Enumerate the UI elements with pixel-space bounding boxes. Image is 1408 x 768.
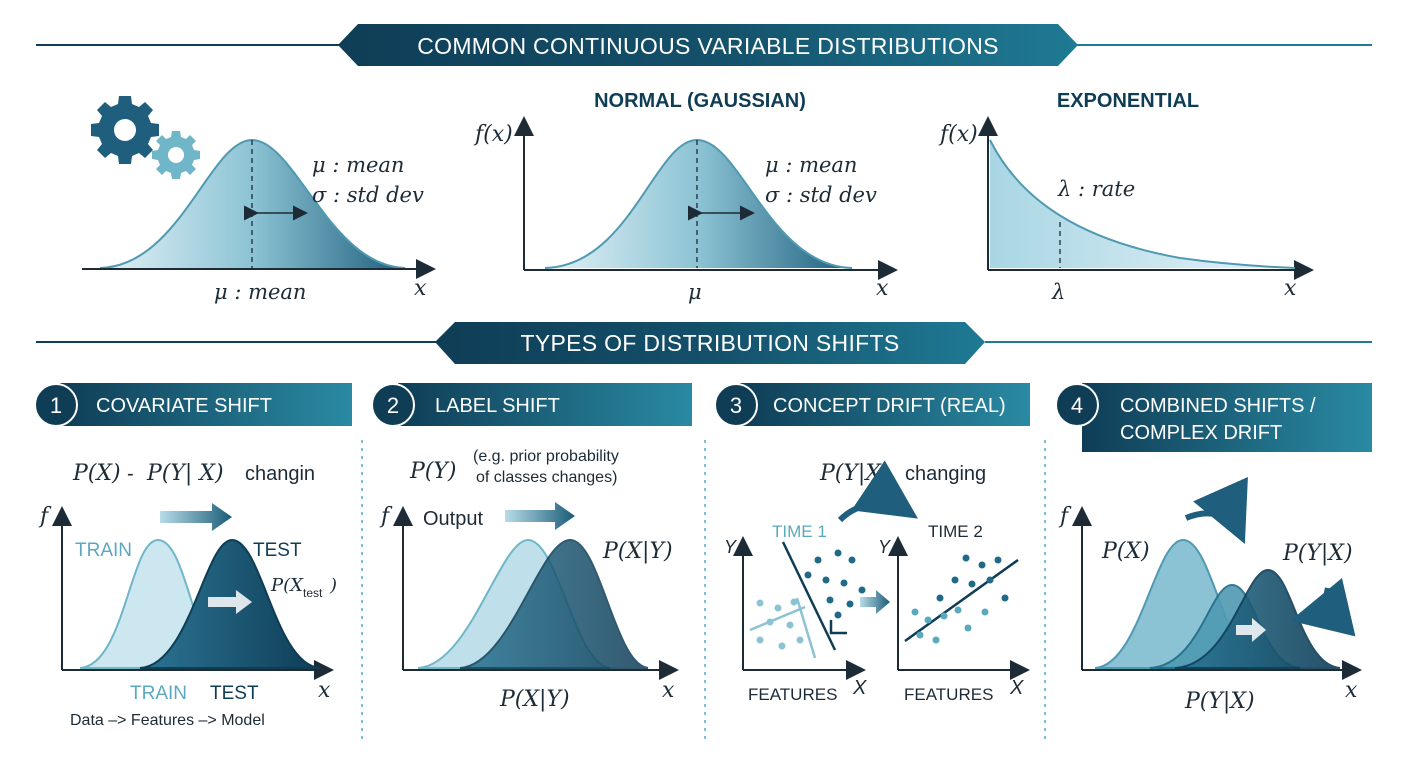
panel-gears: [91, 96, 200, 179]
cov-formula-a: P(X): [72, 461, 121, 486]
concept-left-features: FEATURES: [748, 685, 837, 704]
card2-number: 2: [387, 393, 399, 418]
panel3-exponential-curve: [990, 140, 1295, 268]
cov-p-test: P(X: [270, 575, 304, 596]
panel3-y-label: f(x): [938, 122, 978, 147]
cov-formula-b: P(Y| X): [146, 461, 224, 486]
label-y-label: f: [379, 504, 393, 529]
concept-right-points-light: [911, 606, 989, 644]
comb-arrow-right: [1290, 577, 1356, 637]
cov-inner-arrow: [208, 590, 252, 614]
panel2-normal-curve: [545, 140, 852, 268]
panel3-title: EXPONENTIAL: [1057, 90, 1199, 112]
concept-right-points: [936, 554, 1009, 602]
concept-left-points: [804, 549, 866, 619]
cov-formula-c: changin: [245, 463, 315, 485]
panel1-mu-label: μ : mean: [312, 153, 404, 177]
label-output: Output: [423, 508, 483, 530]
concept-left-old-boundary: [749, 605, 806, 632]
label-curve-test: [459, 538, 649, 669]
concept-time1: TIME 1: [772, 522, 827, 541]
cov-y-label: f: [38, 504, 52, 529]
panel2-axis-mu: μ: [688, 280, 702, 304]
concept-right-features: FEATURES: [904, 685, 993, 704]
concept-left-y-label: Y: [724, 537, 738, 557]
panel3-axis-lambda: λ: [1051, 280, 1065, 304]
concept-angle-mark: [829, 620, 847, 635]
card-header-combined: 4 COMBINED SHIFTS / COMPLEX DRIFT: [1055, 383, 1372, 452]
concept-left-boundary: [781, 541, 837, 651]
cov-train-bottom: TRAIN: [130, 683, 187, 704]
card3-title: CONCEPT DRIFT (REAL): [773, 395, 1006, 417]
concept-right-boundary: [904, 558, 1019, 643]
cov-p-test-close: ): [329, 575, 337, 596]
panel2-title: NORMAL (GAUSSIAN): [594, 90, 806, 112]
comb-inner-arrow: [1236, 618, 1266, 642]
concept-time2: TIME 2: [928, 522, 983, 541]
comb-pyx-bottom: P(Y|X): [1184, 689, 1255, 714]
panel1-axis-x: x: [414, 276, 427, 301]
panel2-mu-label: μ : mean: [765, 153, 857, 177]
comb-arrow-top: [1184, 476, 1248, 544]
panel2-axis-x: x: [876, 276, 889, 301]
card2-title: LABEL SHIFT: [435, 395, 560, 417]
cov-test-bottom: TEST: [210, 683, 259, 704]
concept-formula-suffix: changing: [905, 463, 986, 485]
shifts-banner: [435, 322, 985, 364]
cov-axis-x: x: [318, 678, 331, 703]
cov-train-top: TRAIN: [75, 540, 132, 561]
combined-shift-card: f P(X) P(Y|X) P(Y|X) x: [1058, 476, 1362, 714]
cov-shift-arrow: [160, 503, 232, 531]
label-pxy-bottom: P(X|Y): [499, 687, 570, 712]
card-header-label: 2 LABEL SHIFT: [371, 383, 692, 427]
cov-test-top: TEST: [253, 540, 302, 561]
label-note-line1: (e.g. prior probability: [473, 448, 619, 465]
label-note-line2: of classes changes): [476, 469, 617, 486]
gear-icon: [152, 131, 200, 179]
card-header-covariate: 1 COVARIATE SHIFT: [34, 383, 352, 427]
label-shift-card: P(Y) (e.g. prior probability of classes …: [379, 448, 679, 712]
cov-formula-sep: -: [127, 463, 134, 485]
card4-number: 4: [1071, 393, 1083, 418]
comb-pyx-right: P(Y|X): [1282, 541, 1353, 566]
card1-title: COVARIATE SHIFT: [96, 395, 272, 417]
concept-mid-arrow: [860, 590, 890, 614]
panel2-sigma-label: σ : std dev: [765, 183, 877, 207]
comb-px: P(X): [1101, 539, 1150, 564]
comb-curve-3: [1174, 568, 1341, 669]
concept-drift-card: P(Y|X) changing TIME 1 TIME 2 Y X FEATUR…: [724, 460, 1030, 704]
top-banner: [338, 24, 1078, 66]
comb-y-label: f: [1058, 504, 1072, 529]
label-shift-arrow: [505, 502, 575, 530]
concept-formula: P(Y|X): [819, 461, 890, 486]
card3-number: 3: [730, 393, 742, 418]
panel2-y-label: f(x): [473, 122, 513, 147]
label-pxy-right: P(X|Y): [602, 539, 673, 564]
cov-pipeline: Data –> Features –> Model: [70, 712, 265, 729]
panel3-lambda-label: λ : rate: [1057, 177, 1135, 201]
concept-time-arrow: [837, 460, 918, 523]
top-banner-title: COMMON CONTINUOUS VARIABLE DISTRIBUTIONS: [417, 33, 999, 59]
cov-p-test-sub: test: [303, 586, 323, 600]
concept-right-x-label: X: [1009, 677, 1024, 699]
panel1-sigma-label: σ : std dev: [312, 183, 424, 207]
panel1-axis-mu: μ : mean: [214, 280, 306, 304]
card4-title-line2: COMPLEX DRIFT: [1120, 422, 1282, 444]
panel3-axis-x: x: [1284, 276, 1297, 301]
gear-icon: [91, 96, 159, 164]
label-axis-x: x: [662, 678, 675, 703]
label-formula: P(Y): [409, 459, 457, 484]
concept-left-points-light: [756, 598, 804, 650]
comb-axis-x: x: [1345, 678, 1358, 703]
concept-left-x-label: X: [852, 677, 867, 699]
card-header-concept: 3 CONCEPT DRIFT (REAL): [714, 383, 1030, 427]
covariate-shift-card: P(X) - P(Y| X) changin f TRAIN TEST P(X …: [38, 461, 337, 729]
concept-right-y-label: Y: [878, 537, 892, 557]
shifts-banner-title: TYPES OF DISTRIBUTION SHIFTS: [521, 330, 900, 356]
card1-number: 1: [50, 393, 62, 418]
card4-title-line1: COMBINED SHIFTS /: [1120, 395, 1316, 417]
